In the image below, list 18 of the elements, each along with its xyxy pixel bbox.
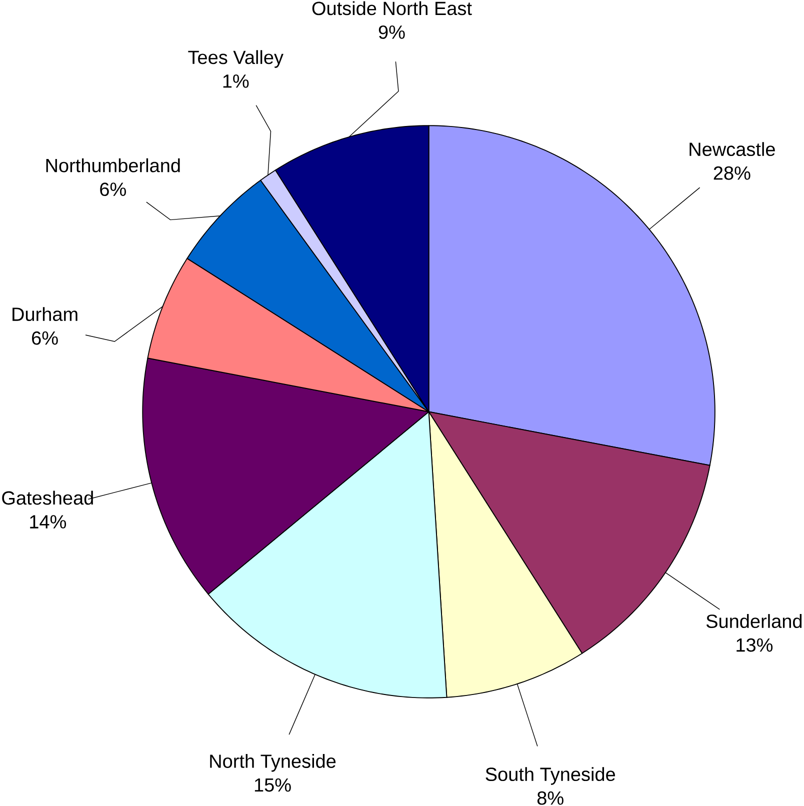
- data-label: 28%: [714, 166, 750, 180]
- data-label: 15%: [254, 778, 291, 792]
- data-label: 1%: [223, 74, 249, 88]
- slice-label: Northumberland: [46, 158, 180, 172]
- data-label: 8%: [537, 791, 564, 805]
- slice-label: Newcastle: [690, 142, 775, 156]
- slice-label: Outside North East: [312, 1, 472, 16]
- data-label: 6%: [100, 182, 126, 196]
- slice-label: South Tyneside: [486, 767, 616, 785]
- slice-label: Gateshead: [2, 490, 93, 505]
- slice-label: Sunderland: [706, 614, 802, 628]
- data-label: 6%: [32, 331, 58, 345]
- data-label: 14%: [30, 515, 66, 528]
- slice-label: Tees Valley: [188, 50, 284, 68]
- data-label: 9%: [378, 25, 405, 39]
- data-label: 13%: [736, 638, 773, 652]
- slice-label: North Tyneside: [210, 754, 336, 772]
- slice-label: Durham: [12, 307, 78, 322]
